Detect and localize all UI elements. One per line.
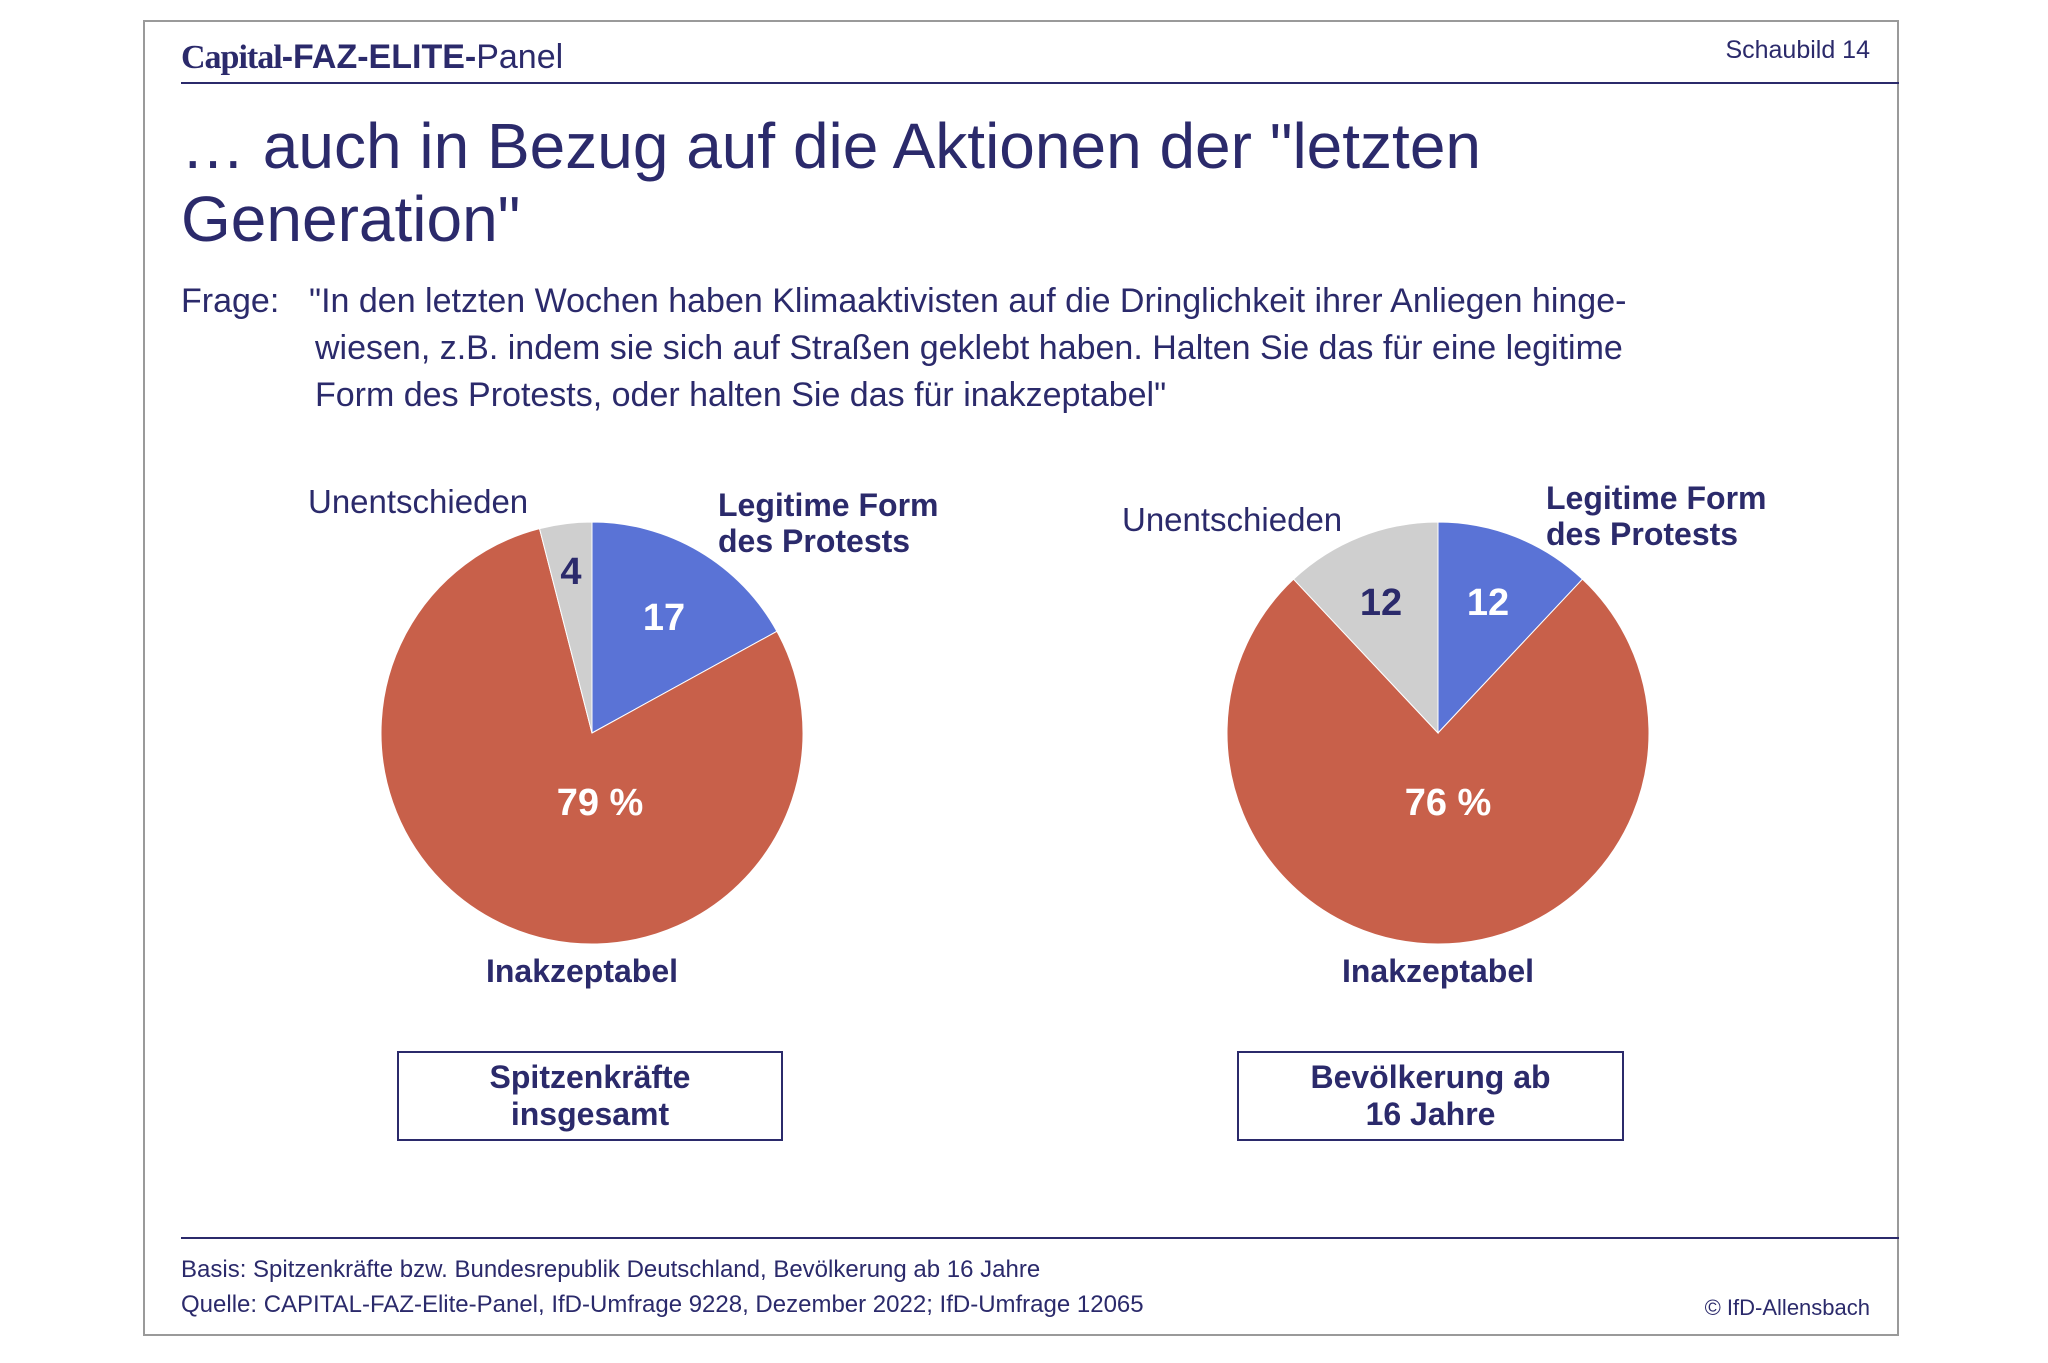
value-label-inakzeptabel: 76 % [1405, 782, 1492, 824]
footer-divider [181, 1237, 1899, 1239]
category-label-legitim: Legitime Form [1546, 480, 1766, 516]
page-title: … auch in Bezug auf die Aktionen der "le… [181, 110, 1831, 256]
group-label-line-2: 16 Jahre [1365, 1096, 1496, 1132]
brand-logo: Capital-FAZ-ELITE-Panel [181, 38, 563, 77]
pie-slice-unentschieden [1292, 521, 1439, 735]
copyright: © IfD-Allensbach [1704, 1295, 1870, 1320]
footer-basis: Basis: Spitzenkräfte bzw. Bundesrepublik… [181, 1256, 1041, 1283]
title-line-1: … auch in Bezug auf die Aktionen der "le… [181, 110, 1481, 182]
category-label-inakzeptabel: Inakzeptabel [486, 953, 678, 989]
category-label-unentschieden: Unentschieden [1122, 501, 1342, 538]
pie-slice-inakzeptabel [1226, 578, 1650, 945]
brand-capital: Capital [181, 39, 283, 76]
header-divider [181, 82, 1899, 84]
question-line-3: Form des Protests, oder halten Sie das f… [315, 376, 1167, 414]
pie-slice-legitim [1437, 521, 1584, 735]
group-label-bevoelkerung: Bevölkerung ab 16 Jahre [1237, 1051, 1624, 1141]
category-label-legitim: Legitime Form [718, 487, 938, 523]
pie-slice-unentschieden [538, 521, 593, 734]
value-label-unentschieden: 12 [1360, 582, 1402, 624]
question-line-1: "In den letzten Wochen haben Klimaaktivi… [309, 282, 1627, 320]
value-label-unentschieden: 4 [560, 551, 581, 593]
title-line-2: Generation" [181, 183, 521, 255]
pie-slice-legitim [591, 521, 778, 734]
pie-slice-inakzeptabel [380, 528, 804, 945]
group-label-line-1: Spitzenkräfte [489, 1059, 691, 1095]
category-label-legitim: des Protests [718, 523, 910, 559]
brand-panel: Panel [476, 38, 564, 76]
footer-source: Quelle: CAPITAL-FAZ-Elite-Panel, IfD-Umf… [181, 1291, 1144, 1318]
question-label: Frage: [181, 282, 280, 320]
category-label-inakzeptabel: Inakzeptabel [1342, 953, 1534, 989]
value-label-inakzeptabel: 79 % [557, 782, 644, 824]
value-label-legitim: 17 [643, 597, 685, 639]
question-line-2: wiesen, z.B. indem sie sich auf Straßen … [315, 329, 1623, 367]
value-label-legitim: 12 [1467, 582, 1509, 624]
brand-faz-elite: -FAZ-ELITE- [281, 38, 477, 76]
category-label-unentschieden: Unentschieden [308, 483, 528, 520]
slide-frame [143, 20, 1899, 1336]
group-label-line-2: insgesamt [510, 1096, 670, 1132]
category-label-legitim: des Protests [1546, 516, 1738, 552]
group-label-spitzenkraefte: Spitzenkräfte insgesamt [397, 1051, 783, 1141]
group-label-line-1: Bevölkerung ab [1310, 1059, 1551, 1095]
question-text: "In den letzten Wochen haben Klimaaktivi… [309, 278, 1881, 419]
figure-number: Schaubild 14 [1725, 36, 1870, 64]
survey-question: Frage: "In den letzten Wochen haben Klim… [181, 278, 1881, 419]
